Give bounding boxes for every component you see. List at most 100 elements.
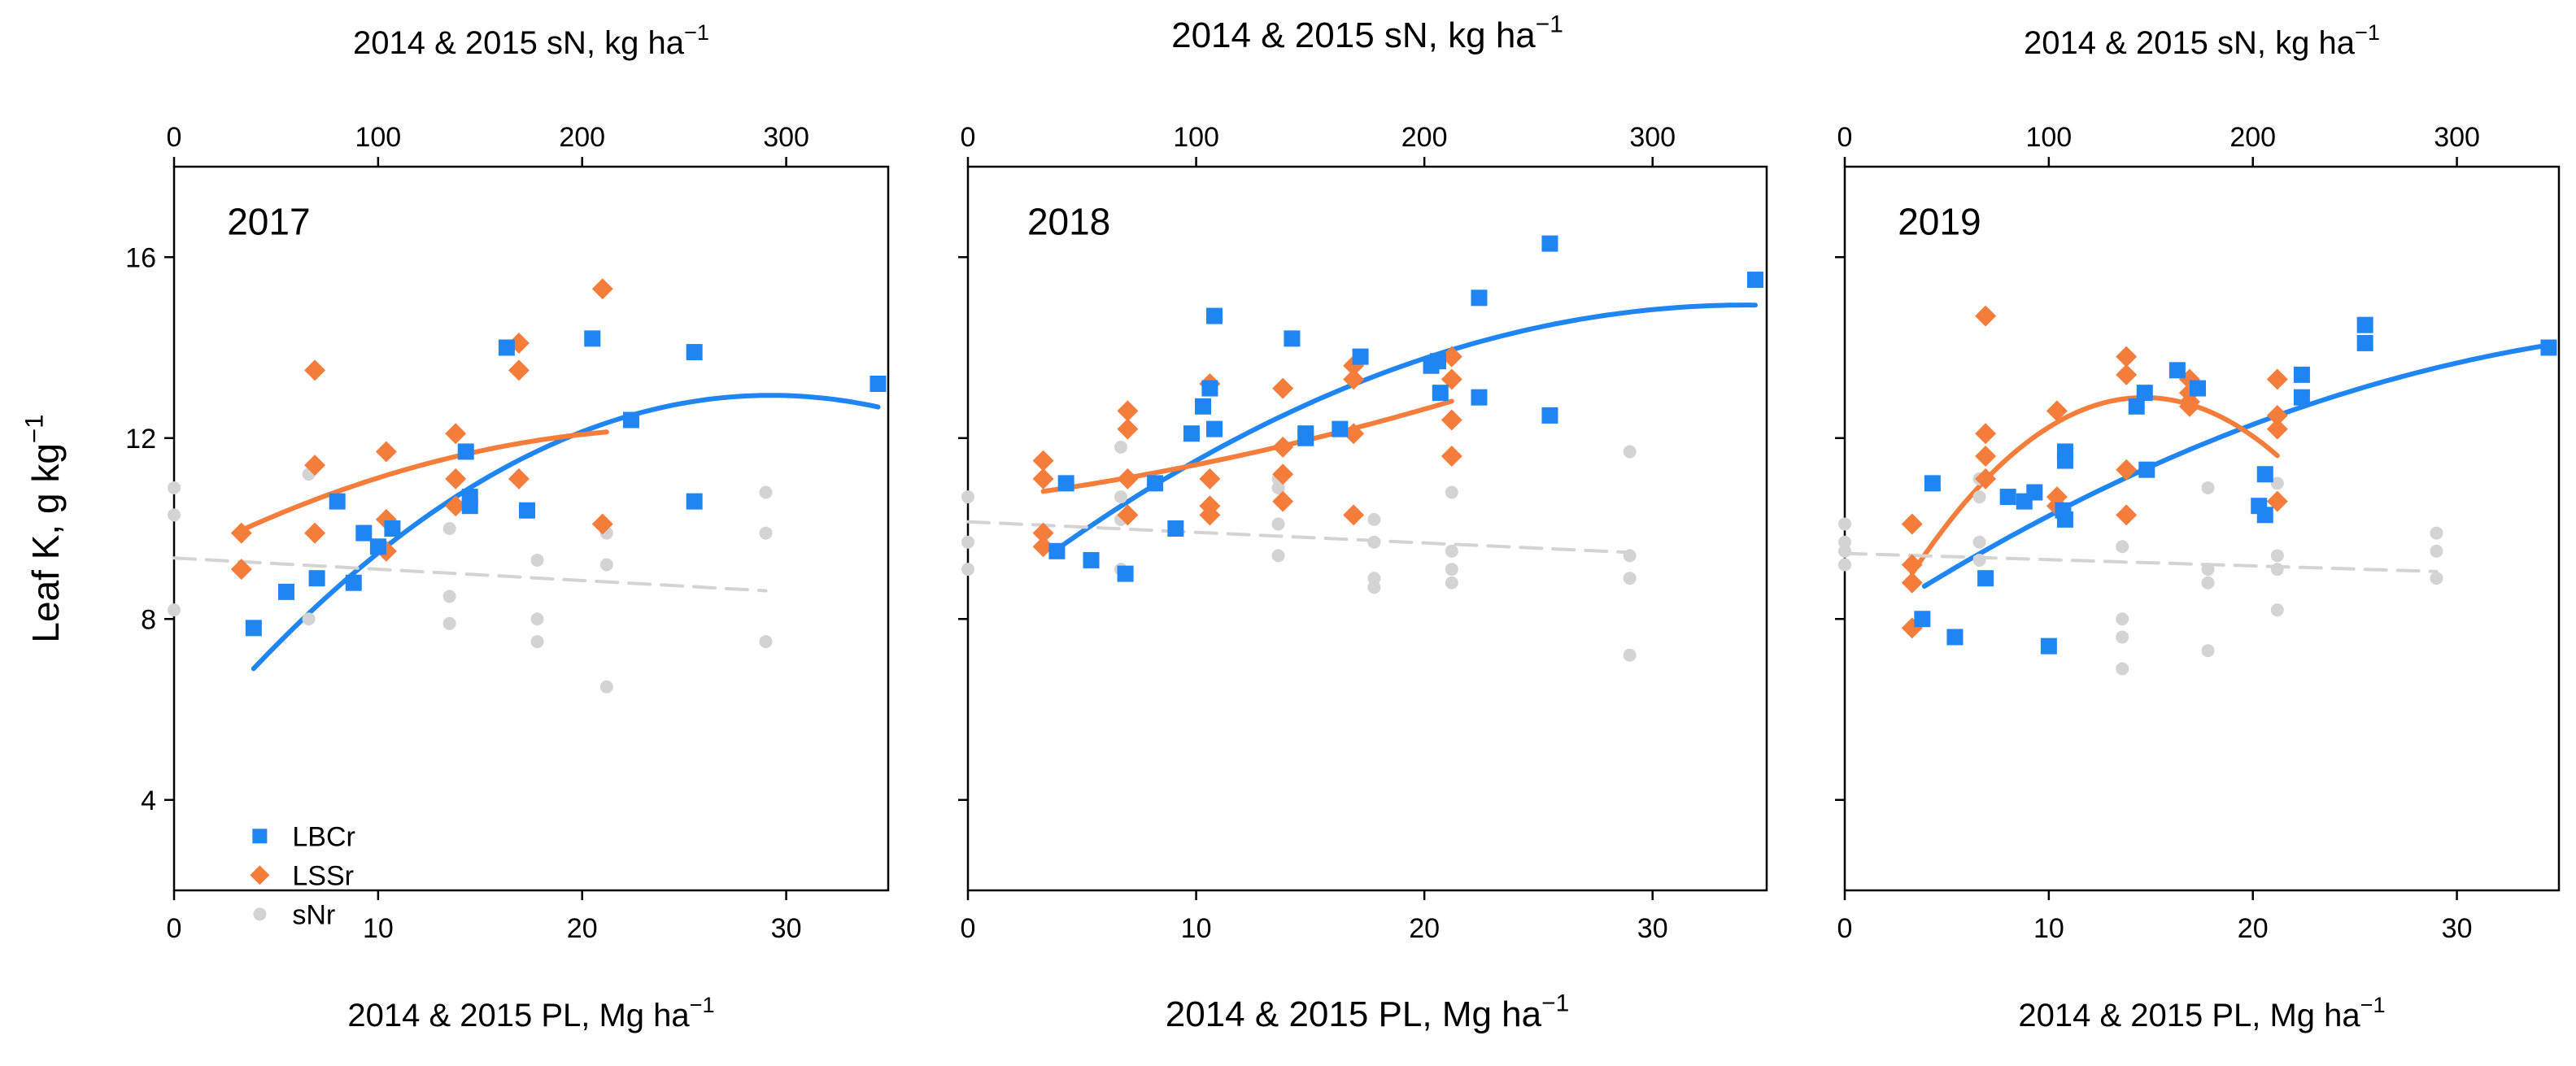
point-sNr	[2201, 563, 2215, 577]
top-axis-title-exponent: −1	[2355, 20, 2380, 45]
point-sNr	[2116, 612, 2129, 626]
top-axis-title-exponent: −1	[1536, 11, 1563, 38]
point-LBCr	[1429, 353, 1446, 370]
legend-label: sNr	[292, 899, 335, 930]
point-LSSr	[1441, 368, 1462, 390]
point-LBCr	[1999, 489, 2016, 506]
point-LSSr	[1199, 468, 1221, 489]
point-LBCr	[1194, 398, 1211, 415]
point-sNr	[961, 563, 974, 577]
point-LBCr	[1352, 348, 1369, 365]
point-LBCr	[1206, 307, 1223, 324]
point-LBCr	[1914, 611, 1931, 628]
point-LSSr	[1272, 377, 1294, 399]
point-sNr	[168, 481, 181, 494]
point-sNr	[1271, 549, 1285, 563]
point-sNr	[599, 558, 613, 572]
point-LSSr	[1343, 504, 1365, 526]
x-tick-label: 30	[771, 913, 802, 944]
point-LSSr	[2266, 418, 2288, 440]
point-LBCr	[1201, 380, 1218, 397]
point-sNr	[759, 635, 773, 649]
point-LBCr	[277, 583, 294, 600]
point-LBCr	[308, 570, 325, 587]
top-tick-label: 300	[763, 122, 809, 153]
point-LSSr	[2116, 504, 2138, 526]
point-LBCr	[1297, 429, 1314, 446]
point-sNr	[2201, 644, 2215, 658]
point-LBCr	[345, 574, 362, 591]
point-LSSr	[445, 423, 467, 445]
point-LBCr	[1946, 629, 1964, 646]
point-LBCr	[1746, 272, 1763, 289]
point-LSSr	[1975, 305, 1997, 327]
point-sNr	[530, 553, 544, 567]
point-LSSr	[2116, 363, 2138, 385]
point-sNr	[1445, 485, 1458, 499]
fit-line-sNr	[172, 556, 768, 593]
point-LSSr	[1901, 572, 1923, 594]
x-tick-label: 10	[363, 913, 394, 944]
x-axis-title-exponent: −1	[690, 992, 715, 1017]
point-LBCr	[2040, 637, 2057, 655]
point-LBCr	[686, 344, 703, 361]
x-axis-title-text: 2014 & 2015 PL, Mg ha	[347, 998, 690, 1033]
point-LBCr	[329, 493, 346, 510]
point-LSSr	[508, 359, 530, 381]
point-sNr	[442, 522, 456, 535]
point-sNr	[759, 526, 773, 540]
point-LSSr	[1975, 468, 1997, 489]
point-LSSr	[304, 522, 326, 544]
point-sNr	[530, 635, 544, 649]
top-tick-label: 100	[2025, 122, 2072, 153]
top-tick-label: 100	[355, 122, 401, 153]
point-LBCr	[686, 493, 703, 510]
point-LBCr	[2138, 461, 2155, 478]
x-tick-label: 0	[1837, 913, 1853, 944]
y-axis-title-text: Leaf K, g kg	[24, 443, 67, 643]
point-LBCr	[498, 339, 515, 356]
point-LBCr	[457, 443, 474, 460]
point-LBCr	[1048, 542, 1066, 559]
plot-frame	[1843, 165, 2561, 892]
point-LSSr	[1272, 463, 1294, 485]
point-sNr	[1367, 572, 1381, 585]
top-axis-title: 2014 & 2015 sN, kg ha−1	[353, 20, 709, 61]
point-LSSr	[230, 522, 252, 544]
point-LBCr	[461, 489, 478, 506]
point-LBCr	[1471, 289, 1488, 307]
legend-marker-LSSr	[250, 865, 270, 885]
top-axis-title-text: 2014 & 2015 sN, kg ha	[1171, 15, 1536, 55]
point-LBCr	[2256, 466, 2273, 483]
point-LSSr	[1343, 423, 1365, 445]
point-sNr	[961, 535, 974, 549]
top-axis-title: 2014 & 2015 sN, kg ha−1	[1171, 11, 1563, 55]
plot-frame	[966, 165, 1768, 892]
point-LSSr	[1117, 468, 1139, 489]
point-LBCr	[1977, 570, 1994, 587]
y-tick-label: 8	[141, 604, 156, 635]
point-LBCr	[2293, 389, 2310, 406]
point-LBCr	[2356, 334, 2373, 351]
point-sNr	[442, 590, 456, 603]
point-LSSr	[2266, 368, 2288, 390]
point-sNr	[1838, 517, 1851, 531]
y-tick-label: 4	[141, 785, 156, 816]
point-sNr	[1838, 544, 1851, 558]
point-LSSr	[591, 278, 613, 300]
x-tick-label: 0	[961, 913, 976, 944]
legend-label: LSSr	[292, 860, 354, 891]
point-sNr	[2430, 544, 2443, 558]
point-sNr	[2270, 549, 2284, 563]
point-LBCr	[2168, 362, 2186, 379]
point-LBCr	[1083, 551, 1100, 568]
x-tick-label: 20	[567, 913, 598, 944]
point-sNr	[1367, 535, 1381, 549]
x-tick-label: 30	[2442, 913, 2473, 944]
point-LBCr	[1147, 475, 1164, 492]
point-LSSr	[230, 559, 252, 581]
legend-marker-LBCr	[252, 829, 268, 844]
point-LSSr	[445, 495, 467, 517]
point-LBCr	[2056, 452, 2073, 469]
point-LSSr	[2116, 459, 2138, 481]
